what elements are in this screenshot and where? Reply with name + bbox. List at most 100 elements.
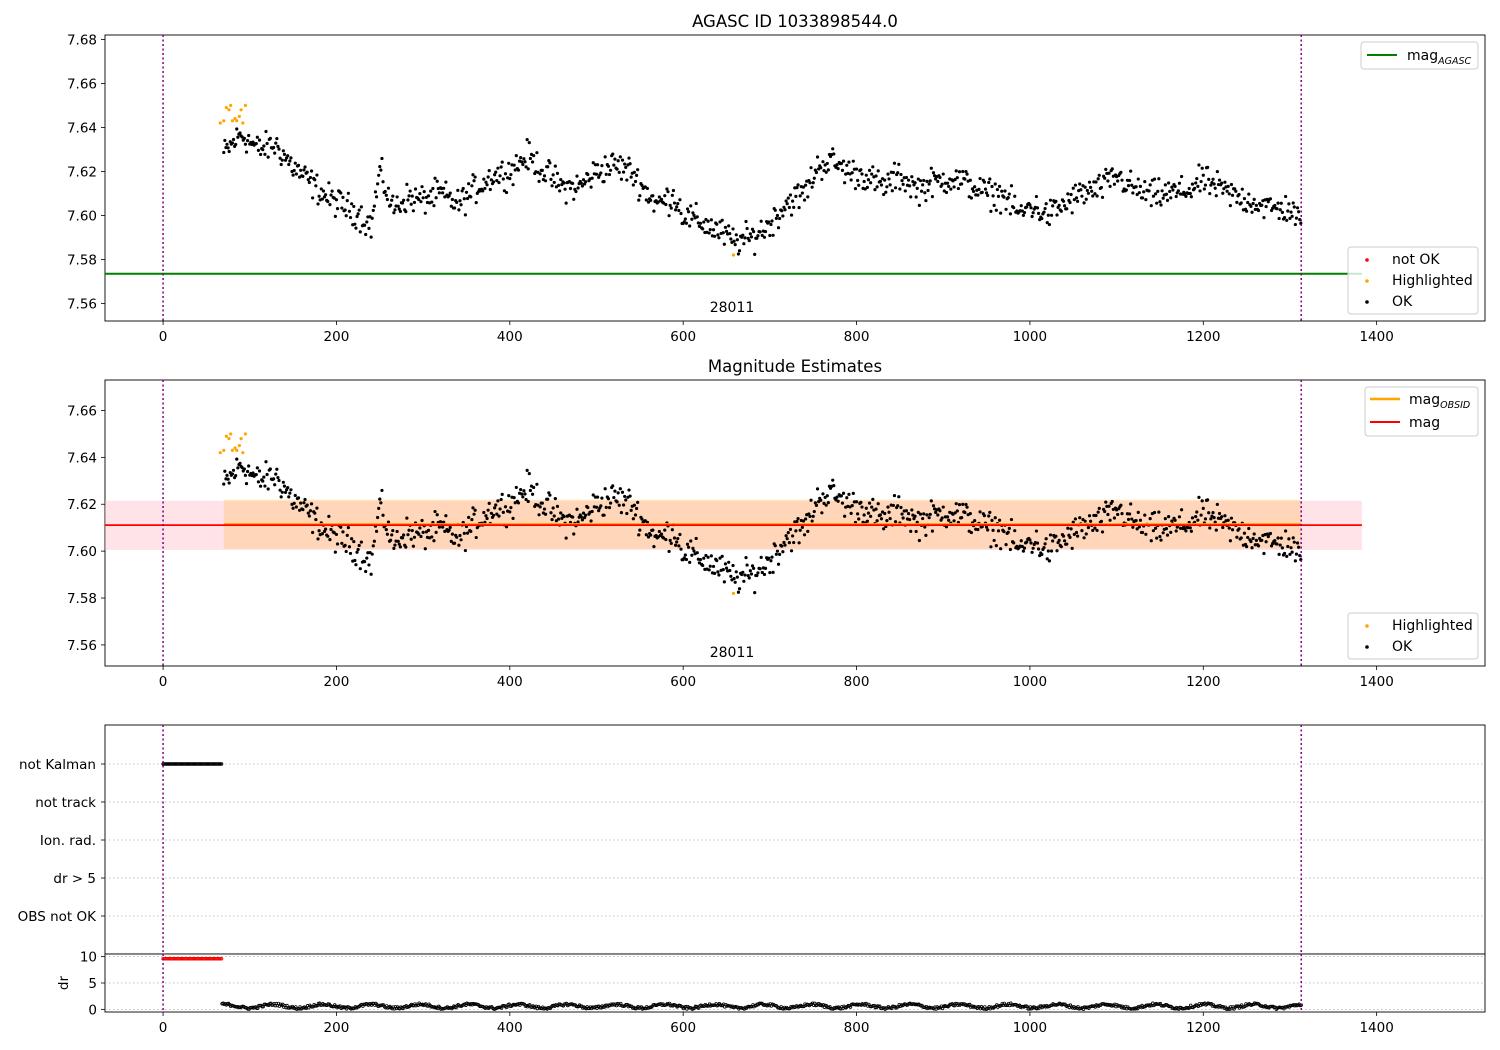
ok-point — [486, 508, 490, 512]
ok-point — [1292, 540, 1296, 544]
ok-point — [271, 477, 276, 481]
ok-point — [482, 510, 486, 515]
ok-point — [223, 138, 227, 143]
highlighted-point — [224, 106, 228, 110]
ok-point — [603, 155, 607, 159]
ok-point — [586, 172, 590, 177]
ok-point — [1247, 192, 1251, 196]
ok-point — [1149, 539, 1153, 543]
ok-point — [859, 168, 863, 172]
ok-point — [1057, 203, 1061, 207]
ok-point — [709, 218, 713, 222]
ok-point — [734, 570, 738, 574]
ok-point — [404, 210, 408, 214]
ok-point — [1282, 551, 1287, 556]
ok-point — [294, 505, 298, 509]
ok-point — [258, 484, 263, 488]
ok-point — [1284, 194, 1288, 199]
ok-point — [235, 127, 239, 131]
ok-point — [909, 529, 913, 533]
ok-point — [665, 187, 669, 191]
ok-point — [463, 213, 467, 217]
ok-point — [627, 488, 631, 492]
ok-point — [1096, 510, 1100, 514]
ok-point — [594, 172, 599, 176]
ok-point — [1239, 536, 1243, 540]
ok-point — [606, 497, 611, 501]
highlighted-point — [233, 117, 237, 121]
ok-point — [854, 500, 859, 504]
ok-point — [678, 198, 682, 202]
ok-point — [542, 507, 547, 511]
ok-point — [433, 509, 437, 514]
ok-point — [595, 495, 600, 499]
ok-point — [743, 573, 747, 577]
ok-point — [502, 189, 506, 193]
ok-point — [1199, 513, 1203, 517]
ok-point — [357, 543, 361, 548]
ok-point — [1156, 189, 1160, 193]
ok-point — [634, 173, 639, 177]
ok-point — [669, 541, 673, 545]
ok-point — [663, 194, 667, 198]
ok-point — [530, 160, 535, 164]
ok-point — [367, 563, 371, 567]
ok-point — [386, 520, 391, 524]
ok-point — [633, 179, 638, 184]
ok-point — [590, 176, 594, 180]
ok-point — [1223, 180, 1227, 184]
ok-point — [1230, 528, 1235, 532]
ok-point — [897, 162, 901, 166]
highlighted-point — [227, 437, 231, 441]
ok-point — [840, 168, 845, 172]
ok-point — [352, 539, 356, 544]
ok-point — [1290, 214, 1294, 218]
ok-point — [722, 580, 726, 584]
ok-point — [315, 173, 319, 177]
agasc-legend-top: magAGASC — [1360, 41, 1479, 70]
ok-point — [856, 178, 860, 183]
ok-point — [1266, 535, 1270, 539]
ok-point — [559, 511, 563, 515]
ok-point — [713, 571, 717, 575]
ok-point — [968, 512, 972, 516]
ok-point — [274, 141, 278, 145]
ok-point — [484, 180, 488, 184]
ok-point — [845, 163, 849, 167]
ok-point — [934, 510, 938, 514]
ok-point — [1279, 536, 1283, 540]
ok-point — [782, 540, 786, 545]
ok-point — [328, 203, 332, 207]
legend-label-highlighted: Highlighted — [1392, 273, 1473, 289]
ok-point — [1214, 528, 1218, 532]
ok-point — [945, 515, 950, 519]
ok-point — [551, 506, 555, 510]
ok-point — [1287, 202, 1291, 206]
ok-point — [1252, 197, 1256, 201]
ok-point — [832, 152, 836, 156]
ok-point — [1103, 176, 1107, 180]
ok-point — [638, 528, 642, 532]
ok-point — [741, 233, 745, 237]
ok-point — [522, 157, 526, 161]
ok-point — [1108, 518, 1112, 522]
ok-point — [1275, 542, 1279, 546]
ok-point — [978, 510, 982, 514]
ok-point — [762, 572, 767, 577]
ok-point — [899, 505, 903, 510]
ok-point — [346, 525, 350, 530]
ok-point — [646, 535, 651, 539]
ok-point — [976, 193, 980, 197]
ok-point — [278, 488, 282, 492]
ok-point — [993, 182, 997, 186]
ok-point — [1104, 167, 1108, 172]
ok-point — [796, 517, 800, 521]
ok-point — [1091, 528, 1095, 533]
ok-point — [783, 208, 787, 212]
ok-point — [1107, 171, 1111, 175]
ok-point — [333, 214, 337, 218]
ok-point — [732, 239, 736, 243]
ok-point — [602, 513, 606, 517]
flags-plot-area — [161, 725, 1302, 954]
ok-point — [1009, 184, 1014, 188]
